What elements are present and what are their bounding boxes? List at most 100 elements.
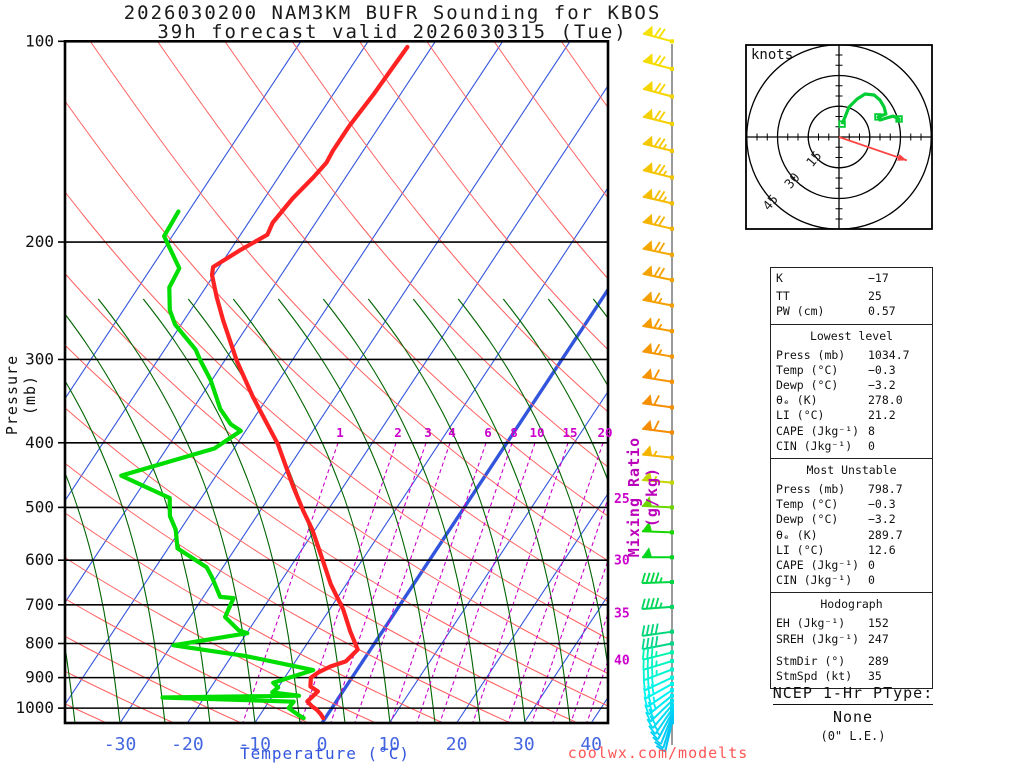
panel-row: CIN (Jkg⁻¹) 0 <box>771 573 932 588</box>
panel-row-label: StmSpd (kt) <box>776 669 853 684</box>
moist-adiabat <box>97 298 256 724</box>
wind-barb <box>655 720 674 753</box>
panel-row: CIN (Jkg⁻¹) 0 <box>771 439 932 454</box>
panel-row: Temp (°C) −0.3 <box>771 497 932 512</box>
moist-adiabat <box>412 298 571 724</box>
panel-row-label: θₑ (K) <box>776 527 818 542</box>
mixing-ratio-line <box>354 442 451 724</box>
wind-barb <box>643 681 674 700</box>
dry-adiabat <box>224 41 608 468</box>
hodograph-marker <box>838 120 846 128</box>
mixing-ratio-label: 6 <box>484 425 492 440</box>
summary-row-label: K <box>776 271 783 285</box>
mixing-ratio-label-right: 30 <box>614 554 630 569</box>
mixing-ratio-line <box>472 442 569 724</box>
summary-row: PW (cm) 0.57 <box>771 304 932 319</box>
mixing-ratio-label: 2 <box>394 425 402 440</box>
moist-adiabat <box>65 313 211 724</box>
panel-row-label: θₑ (K) <box>776 393 818 408</box>
dewpoint-curve <box>119 209 316 721</box>
panel-row: θₑ (K) 289.7 <box>771 528 932 543</box>
panel-row: Dewp (°C) −3.2 <box>771 378 932 393</box>
temperature-tick-label: 0 <box>317 734 328 755</box>
temperature-axis-label: Temperature (°C) <box>239 744 411 763</box>
wind-barb <box>642 80 674 99</box>
wind-barb <box>642 162 674 180</box>
wind-barb <box>642 547 674 560</box>
mixing-ratio-axis-label: Mixing Ratio (g/kg) <box>625 436 661 558</box>
wind-barb <box>642 317 674 334</box>
panel-row: CAPE (Jkg⁻¹) 0 <box>771 558 932 573</box>
wind-barb <box>641 572 674 585</box>
panel-row-label: CIN (Jkg⁻¹) <box>776 573 853 588</box>
skewt-grid <box>65 41 608 724</box>
temperature-tick-label: -30 <box>104 734 137 755</box>
summary-row-label: TT <box>776 289 790 304</box>
panel-row-value: 0 <box>868 438 875 453</box>
hodograph-marker <box>895 115 903 123</box>
dry-adiabat <box>65 598 309 724</box>
moist-adiabat <box>277 298 436 724</box>
dry-adiabat <box>89 41 608 562</box>
panel-row-label: CIN (Jkg⁻¹) <box>776 438 853 453</box>
pressure-tick-label: 500 <box>25 497 54 516</box>
summary-row: K −17 <box>771 271 932 286</box>
mixing-ratio-label-right: 25 <box>614 492 630 507</box>
mixing-ratio-line <box>439 442 536 724</box>
isotherm <box>65 41 302 400</box>
wind-barb <box>642 342 674 359</box>
temperature-tick-label: 30 <box>513 734 535 755</box>
panel-row-label: Press (mb) <box>776 482 846 497</box>
temperature-tick-label: 20 <box>446 734 468 755</box>
moist-adiabat <box>367 298 526 724</box>
panel-row-value: 21.2 <box>868 408 896 423</box>
panel-row: StmSpd (kt) 35 <box>771 669 932 684</box>
wind-barb <box>642 188 674 206</box>
wind-barb <box>641 521 674 535</box>
watermark: coolwx.com/modelts <box>567 744 749 762</box>
panel-row-label: LI (°C) <box>776 408 825 423</box>
isotherm <box>65 41 504 706</box>
moist-adiabat <box>142 298 301 724</box>
mixing-ratio-line <box>507 442 604 724</box>
dry-adiabat <box>358 41 608 351</box>
wind-barb <box>641 636 674 651</box>
dry-adiabat <box>65 100 608 602</box>
wind-barb <box>641 623 674 637</box>
panel-row: CAPE (Jkg⁻¹) 8 <box>771 424 932 439</box>
temperature-tick-label: -20 <box>171 734 204 755</box>
panel-row-value: 35 <box>868 669 882 684</box>
summary-row: TT 25 <box>771 289 932 304</box>
moist-adiabat <box>232 298 391 724</box>
freezing-isotherm <box>320 286 608 724</box>
wind-barb-column <box>641 25 674 753</box>
dry-adiabat <box>65 557 377 724</box>
mixing-ratio-line <box>330 442 427 724</box>
wind-barb <box>645 698 674 723</box>
panel-row-label: Dewp (°C) <box>776 378 839 393</box>
pressure-tick-label: 1000 <box>15 698 54 717</box>
panel-section-title: Most Unstable <box>806 463 897 478</box>
isotherm <box>388 390 608 724</box>
dry-adiabat <box>156 41 608 517</box>
wind-barb <box>650 711 674 741</box>
wind-barb <box>642 25 674 44</box>
wind-barb <box>641 646 674 661</box>
wind-barb <box>642 53 674 71</box>
isotherm <box>186 84 608 724</box>
wind-barb <box>642 265 674 282</box>
dry-adiabat <box>65 512 444 724</box>
panel-row-label: LI (°C) <box>776 542 825 557</box>
ptype-note: (0" L.E.) <box>820 729 886 743</box>
panel-row: LI (°C) 21.2 <box>771 408 932 423</box>
moist-adiabat <box>322 298 481 724</box>
summary-row-label: PW (cm) <box>776 304 825 319</box>
pressure-tick-label: 100 <box>25 31 54 50</box>
mixing-ratio-label: 10 <box>529 425 544 440</box>
pressure-tick-label: 900 <box>25 668 54 687</box>
wind-barb <box>642 368 674 384</box>
temperature-tick-label: 10 <box>378 734 400 755</box>
wind-barb <box>641 496 674 510</box>
